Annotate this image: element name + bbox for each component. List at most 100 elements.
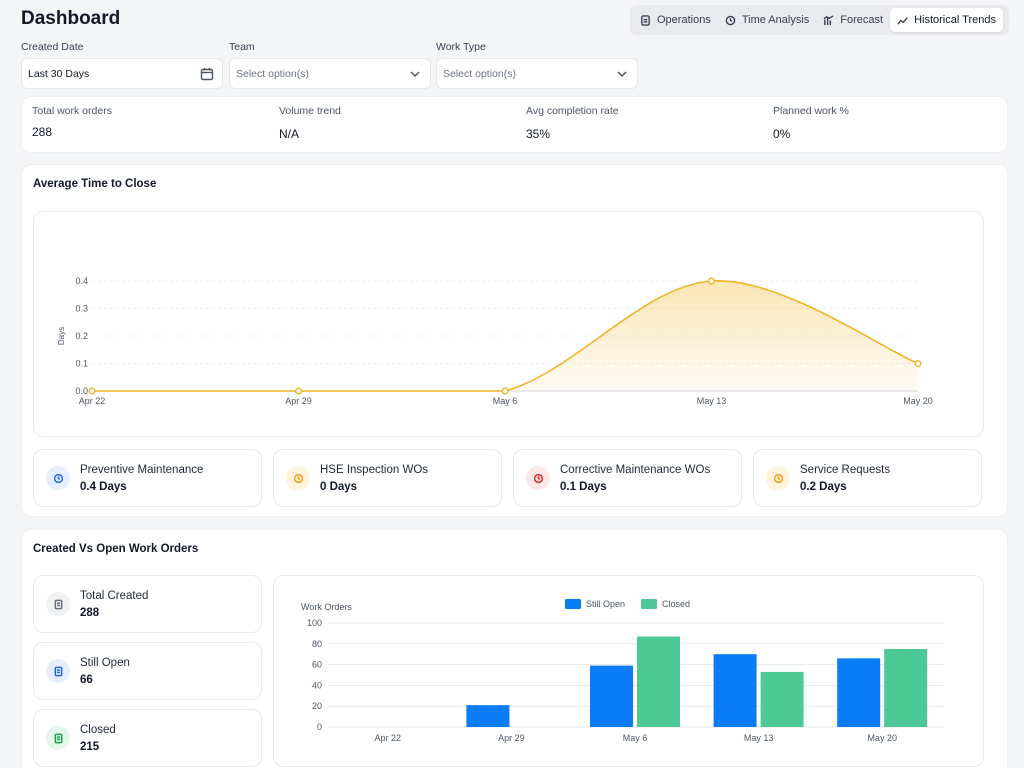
- data-point: [708, 277, 715, 285]
- tab-label: Operations: [657, 14, 711, 26]
- summary-closed: Closed 215: [33, 709, 262, 767]
- bar-still-open: [837, 658, 881, 727]
- tab-historical-trends[interactable]: Historical Trends: [890, 8, 1003, 32]
- document-icon: [641, 14, 650, 26]
- trend-icon: [897, 16, 908, 25]
- summary-total-created: Total Created 288: [33, 575, 262, 633]
- tab-forecast[interactable]: Forecast: [816, 8, 890, 32]
- metric-value: 0.2 Days: [800, 480, 847, 493]
- y-tick-label: 20: [312, 701, 322, 711]
- bar-still-open: [590, 665, 633, 727]
- legend-label: Closed: [662, 599, 690, 609]
- data-point: [88, 387, 96, 395]
- y-axis-label: Days: [57, 327, 66, 345]
- y-axis-label: Work Orders: [301, 602, 352, 612]
- x-tick-label: May 13: [697, 396, 727, 406]
- y-tick-label: 0.4: [75, 276, 88, 286]
- tab-time-analysis[interactable]: Time Analysis: [718, 8, 816, 32]
- kpi-volume-trend: Volume trend N/A: [279, 105, 341, 141]
- kpi-value: 288: [32, 125, 53, 139]
- metric-label: Service Requests: [800, 463, 891, 476]
- section-title: Created Vs Open Work Orders: [33, 543, 199, 555]
- summary-still-open: Still Open 66: [33, 642, 262, 700]
- forecast-icon: [823, 14, 834, 25]
- kpi-avg-completion-rate: Avg completion rate 35%: [526, 105, 619, 141]
- summary-value: 288: [80, 606, 100, 619]
- metric-label: HSE Inspection WOs: [320, 463, 429, 476]
- legend-swatch: [565, 599, 581, 609]
- data-point: [501, 387, 509, 395]
- bar-still-open: [713, 654, 757, 727]
- calendar-icon: [200, 67, 214, 80]
- x-tick-label: May 13: [744, 733, 774, 743]
- created-open-chart-card: Work Orders 0 20 40 60 80 100 Still Open Closed A…: [273, 575, 984, 767]
- avg-time-chart-card: 0.0 0.1 0.2 0.3 0.4 Days Apr 22 Apr 29 May 6 May …: [33, 211, 984, 437]
- y-tick-label: 0.2: [75, 331, 88, 341]
- data-point: [914, 360, 922, 367]
- metric-value: 0.1 Days: [560, 480, 607, 493]
- bar-closed: [637, 636, 680, 727]
- area-fill: [92, 280, 918, 391]
- created-date-label: Created Date: [21, 41, 84, 53]
- clock-icon: [286, 466, 310, 490]
- y-tick-label: 0.0: [75, 386, 88, 396]
- chevron-down-icon: [617, 71, 627, 77]
- x-tick-label: Apr 29: [285, 396, 312, 406]
- bar-closed: [760, 671, 804, 727]
- x-tick-label: May 20: [903, 396, 933, 406]
- y-tick-label: 80: [312, 639, 322, 649]
- kpi-value: 35%: [526, 127, 551, 141]
- created-date-picker[interactable]: Last 30 Days: [21, 58, 223, 89]
- avg-time-service-requests: Service Requests 0.2 Days: [753, 449, 982, 507]
- kpi-label: Avg completion rate: [526, 105, 619, 117]
- kpi-planned-work: Planned work % 0%: [773, 105, 849, 141]
- created-date-value: Last 30 Days: [28, 67, 90, 80]
- kpi-label: Volume trend: [279, 105, 341, 117]
- work-type-label: Work Type: [436, 41, 486, 53]
- y-tick-label: 0: [317, 722, 322, 732]
- avg-time-corrective-maintenance: Corrective Maintenance WOs 0.1 Days: [513, 449, 742, 507]
- kpi-total-work-orders: Total work orders 288: [32, 105, 112, 139]
- kpi-label: Planned work %: [773, 105, 849, 117]
- team-select[interactable]: Select option(s): [229, 58, 431, 89]
- work-type-select[interactable]: Select option(s): [436, 58, 638, 89]
- data-point: [295, 387, 302, 395]
- y-tick-label: 40: [312, 680, 322, 690]
- legend-label: Still Open: [586, 599, 625, 609]
- y-tick-label: 0.1: [75, 359, 88, 369]
- page-title: Dashboard: [21, 8, 121, 29]
- created-open-bar-chart: Work Orders 0 20 40 60 80 100 Still Open Closed A…: [301, 599, 944, 743]
- kpi-value: N/A: [279, 127, 300, 141]
- clock-icon: [725, 15, 736, 25]
- summary-label: Total Created: [80, 589, 149, 602]
- summary-value: 215: [80, 740, 100, 753]
- document-icon: [46, 726, 70, 750]
- clock-icon: [46, 466, 70, 490]
- view-tabs: Operations Time Analysis Forecast Histor…: [630, 5, 1009, 35]
- kpi-label: Total work orders: [32, 105, 112, 117]
- tab-label: Time Analysis: [741, 14, 810, 26]
- chevron-down-icon: [410, 71, 420, 77]
- x-tick-label: Apr 29: [498, 733, 525, 743]
- tab-label: Historical Trends: [914, 14, 996, 26]
- y-tick-label: 0.3: [75, 304, 88, 314]
- legend-swatch: [641, 599, 657, 609]
- y-tick-label: 100: [307, 618, 322, 628]
- document-icon: [46, 659, 70, 683]
- avg-time-area-chart: 0.0 0.1 0.2 0.3 0.4 Days Apr 22 Apr 29 May 6 May …: [57, 276, 933, 406]
- x-tick-label: Apr 22: [375, 733, 402, 743]
- created-vs-open-section: Created Vs Open Work Orders Total Create…: [21, 529, 1008, 768]
- team-placeholder: Select option(s): [236, 67, 309, 80]
- avg-time-preventive-maintenance: Preventive Maintenance 0.4 Days: [33, 449, 262, 507]
- metric-label: Corrective Maintenance WOs: [560, 463, 711, 476]
- document-icon: [46, 592, 70, 616]
- clock-icon: [526, 466, 550, 490]
- bar-still-open: [466, 705, 510, 727]
- summary-label: Closed: [80, 723, 116, 736]
- tab-label: Forecast: [840, 14, 884, 26]
- metric-label: Preventive Maintenance: [80, 463, 204, 476]
- y-tick-label: 60: [312, 660, 322, 670]
- tab-operations[interactable]: Operations: [633, 8, 718, 32]
- metric-value: 0.4 Days: [80, 480, 127, 493]
- x-tick-label: May 6: [493, 396, 518, 406]
